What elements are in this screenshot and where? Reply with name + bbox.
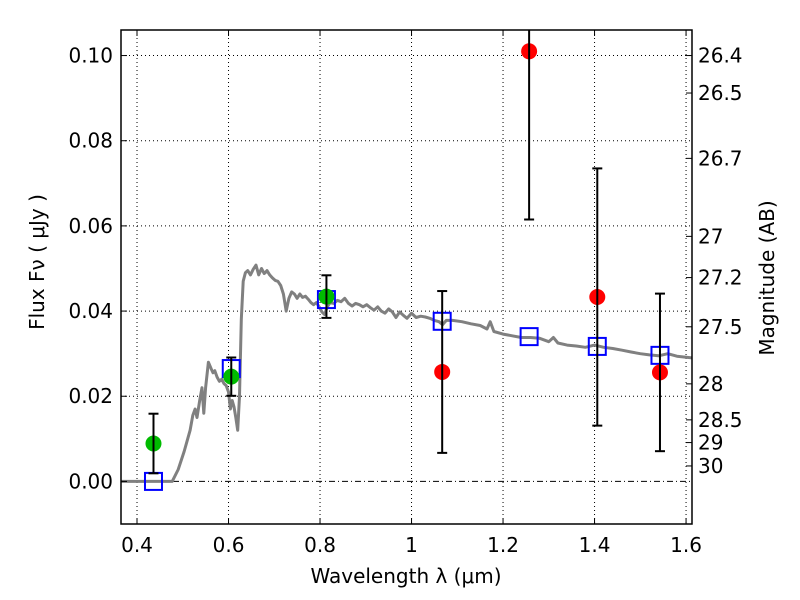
right-tick-label: 26.7 bbox=[698, 146, 743, 170]
y-tick-label: 0.10 bbox=[68, 44, 113, 68]
right-tick-label: 30 bbox=[698, 454, 723, 478]
x-tick-label: 1.4 bbox=[579, 533, 611, 557]
y-axis-label: Flux Fν ( μJy ) bbox=[25, 194, 49, 330]
right-tick-label: 26.5 bbox=[698, 81, 743, 105]
x-tick-label: 1.2 bbox=[487, 533, 519, 557]
y-tick-labels: 0.00 0.02 0.04 0.06 0.08 0.10 bbox=[68, 44, 113, 494]
x-tick-label: 1 bbox=[405, 533, 418, 557]
right-tick-label: 27 bbox=[698, 224, 723, 248]
y-tick-label: 0.04 bbox=[68, 299, 113, 323]
y-tick-label: 0.08 bbox=[68, 129, 113, 153]
right-tick-label: 28 bbox=[698, 372, 723, 396]
x-tick-label: 0.8 bbox=[304, 533, 336, 557]
x-tick-label: 0.6 bbox=[213, 533, 245, 557]
right-tick-label: 27.5 bbox=[698, 315, 743, 339]
y-tick-label: 0.06 bbox=[68, 214, 113, 238]
plot-area bbox=[121, 30, 692, 491]
right-tick-label: 28.5 bbox=[698, 408, 743, 432]
axis-ticks bbox=[121, 30, 692, 524]
y-tick-label: 0.00 bbox=[68, 469, 113, 493]
right-tick-label: 26.4 bbox=[698, 44, 743, 68]
axes-frame bbox=[120, 29, 693, 525]
model-photometry-square bbox=[519, 327, 539, 347]
plot-marks bbox=[121, 30, 692, 491]
right-axis-label: Magnitude (AB) bbox=[755, 200, 779, 355]
x-tick-label: 0.4 bbox=[121, 533, 153, 557]
x-tick-label: 1.6 bbox=[670, 533, 702, 557]
grid-lines bbox=[121, 30, 692, 524]
y-tick-label: 0.02 bbox=[68, 384, 113, 408]
right-tick-label: 29 bbox=[698, 431, 723, 455]
x-axis-label: Wavelength λ (μm) bbox=[310, 564, 501, 588]
right-tick-label: 27.2 bbox=[698, 266, 743, 290]
x-tick-labels: 0.4 0.6 0.8 1 1.2 1.4 1.6 bbox=[121, 533, 702, 557]
model-spectrum-line bbox=[121, 263, 692, 483]
